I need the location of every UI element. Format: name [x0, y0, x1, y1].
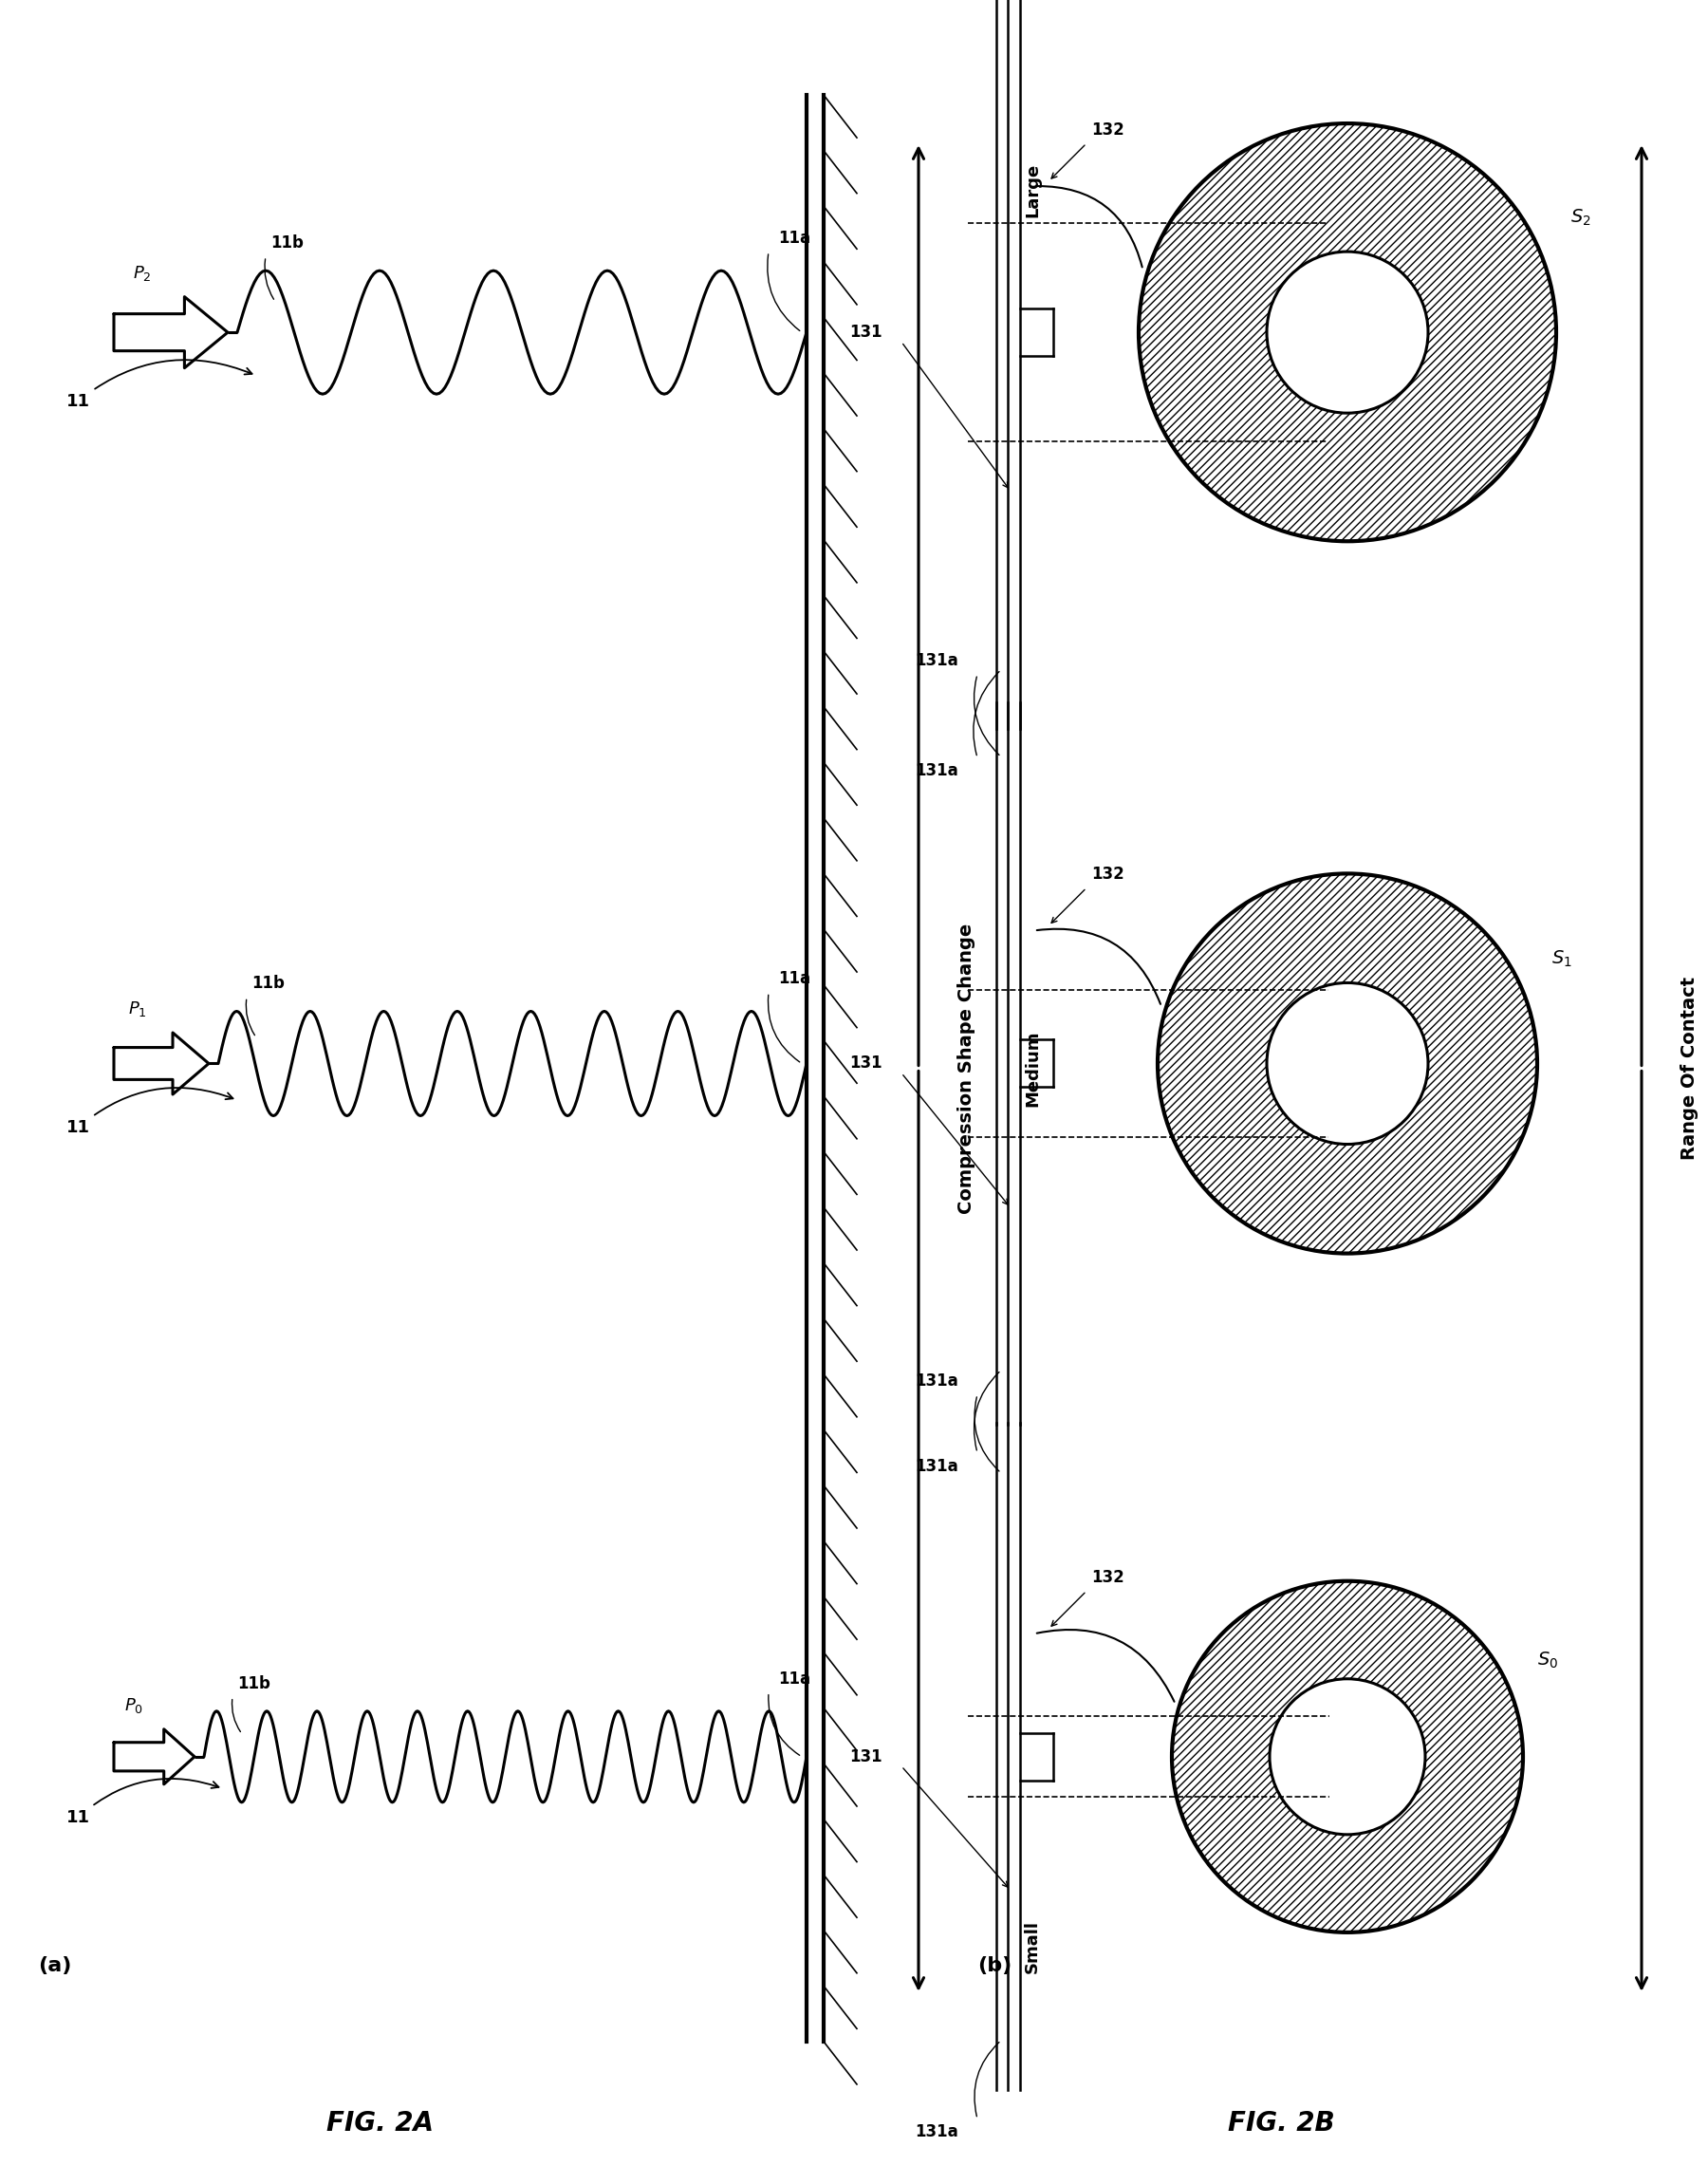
Text: 11b: 11b — [237, 1675, 270, 1693]
Text: 131: 131 — [849, 1055, 883, 1072]
Text: $P_1$: $P_1$ — [128, 1000, 147, 1018]
Text: $S_1$: $S_1$ — [1551, 950, 1571, 970]
Text: 132: 132 — [1091, 122, 1124, 138]
Text: FIG. 2A: FIG. 2A — [326, 2110, 434, 2136]
Text: FIG. 2B: FIG. 2B — [1228, 2110, 1334, 2136]
Text: 11b: 11b — [251, 976, 285, 992]
Text: 131a: 131a — [915, 1372, 958, 1389]
Ellipse shape — [1267, 251, 1428, 413]
Text: 11a: 11a — [779, 1671, 811, 1688]
Text: Large: Large — [1023, 164, 1040, 216]
Ellipse shape — [1172, 1581, 1524, 1933]
Text: 132: 132 — [1091, 867, 1124, 882]
Polygon shape — [114, 297, 227, 367]
Polygon shape — [114, 1033, 208, 1094]
Text: Compression Shape Change: Compression Shape Change — [956, 924, 975, 1214]
Polygon shape — [114, 1730, 195, 1784]
Text: 11: 11 — [67, 1088, 232, 1136]
Text: 11: 11 — [67, 1778, 219, 1826]
Text: Medium: Medium — [1023, 1031, 1040, 1107]
Text: $S_2$: $S_2$ — [1570, 207, 1590, 227]
Ellipse shape — [1139, 124, 1556, 542]
Text: 131: 131 — [849, 1747, 883, 1765]
Text: 132: 132 — [1091, 1568, 1124, 1586]
Text: 131: 131 — [849, 323, 883, 341]
Text: Small: Small — [1023, 1920, 1040, 1972]
Text: 131a: 131a — [915, 762, 958, 780]
Ellipse shape — [1267, 983, 1428, 1144]
Text: 11b: 11b — [270, 234, 304, 251]
Text: $S_0$: $S_0$ — [1537, 1649, 1558, 1671]
Ellipse shape — [1269, 1679, 1424, 1835]
Text: 131a: 131a — [915, 1457, 958, 1474]
Text: $P_0$: $P_0$ — [125, 1697, 143, 1714]
Text: 11: 11 — [67, 360, 253, 411]
Text: (b): (b) — [977, 1957, 1011, 1974]
Ellipse shape — [1158, 874, 1537, 1254]
Text: 131a: 131a — [915, 653, 958, 670]
Text: 131a: 131a — [915, 2123, 958, 2140]
Text: (a): (a) — [38, 1957, 72, 1974]
Text: Range Of Contact: Range Of Contact — [1681, 976, 1698, 1160]
Text: $P_2$: $P_2$ — [133, 264, 152, 282]
Text: 11a: 11a — [779, 229, 811, 247]
Text: 11a: 11a — [779, 970, 811, 987]
